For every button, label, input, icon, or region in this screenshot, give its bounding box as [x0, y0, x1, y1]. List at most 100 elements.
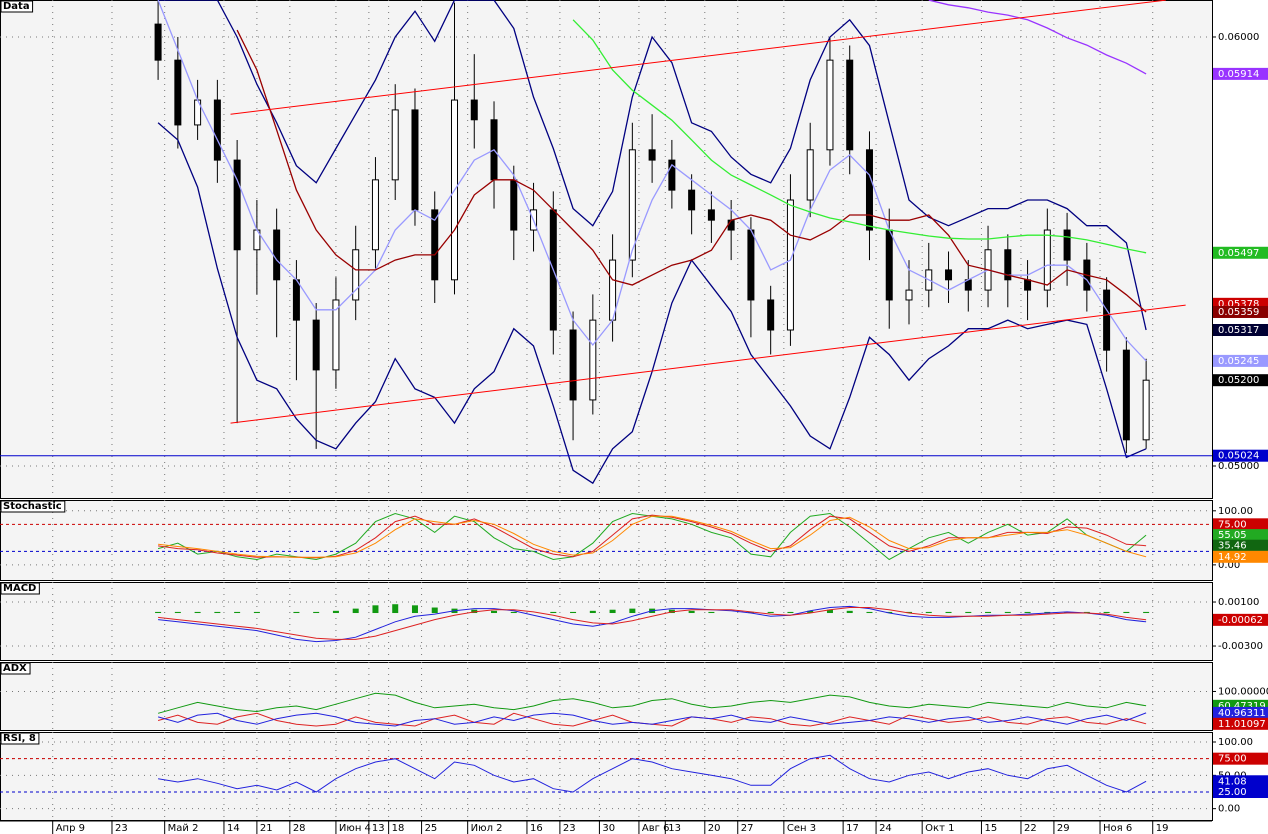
- panel-background: [0, 0, 1213, 499]
- candle-body: [648, 149, 656, 161]
- histogram-bar: [1083, 611, 1090, 614]
- x-tick-label: Июл 2: [471, 823, 503, 834]
- histogram-bar: [352, 608, 359, 614]
- histogram-bar: [392, 604, 399, 614]
- panel-title: RSI, 8: [3, 733, 36, 744]
- value-tag-label: 35.46: [1218, 541, 1247, 552]
- histogram-bar: [945, 611, 952, 614]
- value-tag-label: 60.47319: [1218, 701, 1266, 712]
- candle-body: [865, 149, 873, 231]
- candle-body: [945, 269, 953, 281]
- x-tick-label: Авг 6: [642, 823, 670, 834]
- candle-body: [470, 99, 478, 121]
- x-tick-label: Май 2: [168, 823, 199, 834]
- histogram-bar: [846, 610, 853, 614]
- panel-background: [0, 582, 1213, 661]
- x-tick-label: 18: [392, 823, 405, 834]
- indicator-line: [236, 29, 1147, 313]
- histogram-bar: [293, 611, 300, 614]
- x-tick-label: 17: [846, 823, 859, 834]
- x-tick-label: 25: [425, 823, 438, 834]
- value-tag-label: 0.05497: [1218, 248, 1259, 259]
- value-tag: [1213, 305, 1268, 318]
- value-tag: [1213, 752, 1268, 765]
- candle-body: [174, 59, 182, 126]
- histogram-bar: [609, 609, 616, 614]
- candle-body: [767, 299, 775, 331]
- histogram-bar: [174, 611, 181, 614]
- x-tick-label: Сен 3: [787, 823, 816, 834]
- x-tick-label: 13: [372, 823, 385, 834]
- candle-body: [154, 23, 162, 61]
- x-tick-label: Июн 4: [339, 823, 371, 834]
- candle-body: [233, 159, 241, 251]
- candle-body: [826, 59, 834, 151]
- indicator-line: [572, 19, 1147, 254]
- candle-body: [747, 229, 755, 301]
- value-tag-label: 0.05914: [1218, 69, 1259, 80]
- y-tick-label: 100.00000: [1218, 686, 1268, 697]
- histogram-bar: [807, 610, 814, 614]
- value-tag: [1213, 323, 1268, 336]
- value-tag-label: 0.05024: [1218, 451, 1259, 462]
- value-tag: [1213, 67, 1268, 80]
- histogram-bar: [688, 610, 695, 614]
- value-tag-label: 75.00: [1218, 519, 1247, 530]
- value-tag-label: 75.00: [1218, 754, 1247, 765]
- value-tag-label: 14.92: [1218, 552, 1247, 563]
- histogram-bar: [629, 608, 636, 614]
- histogram-bar: [570, 611, 577, 614]
- histogram-bar: [471, 609, 478, 614]
- value-tag: [1213, 539, 1268, 552]
- candle-body: [1063, 229, 1071, 261]
- histogram-bar: [708, 611, 715, 614]
- histogram-bar: [313, 611, 320, 614]
- candle-body: [1043, 229, 1051, 291]
- panel: [0, 662, 1212, 730]
- x-tick-label: 23: [115, 823, 128, 834]
- histogram-bar: [589, 610, 596, 614]
- candle-body: [510, 179, 518, 231]
- value-tag-label: -0.00062: [1218, 615, 1263, 626]
- panel-title-box: [0, 732, 40, 745]
- histogram-bar: [550, 611, 557, 614]
- value-tag-label: 0.05200: [1218, 375, 1259, 386]
- candle-body: [806, 149, 814, 201]
- histogram-bar: [1103, 611, 1110, 614]
- x-tick-label: 19: [1156, 823, 1169, 834]
- panel-background: [0, 732, 1213, 821]
- histogram-bar: [1123, 611, 1130, 614]
- x-tick-label: 22: [1024, 823, 1037, 834]
- candle-body: [628, 149, 636, 261]
- value-tag: [1213, 613, 1268, 626]
- panel-title-box: [0, 500, 66, 513]
- indicator-line: [157, 692, 1147, 714]
- value-tag: [1213, 449, 1268, 462]
- panel-title: MACD: [3, 583, 36, 594]
- y-tick-label: 0.06000: [1218, 32, 1259, 43]
- indicator-line: [158, 515, 1147, 558]
- indicator-line: [157, 0, 1147, 362]
- histogram-bar: [668, 609, 675, 614]
- candle-body: [668, 159, 676, 191]
- histogram-bar: [747, 611, 754, 614]
- panel-background: [0, 662, 1213, 731]
- panel-title: Data: [3, 1, 30, 12]
- value-tag-label: 0.05317: [1218, 325, 1259, 336]
- histogram-bar: [234, 611, 241, 614]
- indicator-line: [158, 605, 1147, 643]
- histogram-bar: [866, 611, 873, 614]
- value-tag-label: 41.08: [1218, 776, 1247, 787]
- candle-body: [589, 319, 597, 401]
- histogram-bar: [1024, 611, 1031, 614]
- value-tag-label: 25.00: [1218, 787, 1247, 798]
- histogram-bar: [253, 611, 260, 614]
- histogram-bar: [906, 611, 912, 614]
- x-tick-label: Ноя 6: [1103, 823, 1132, 834]
- x-tick-label: 27: [741, 823, 754, 834]
- candle-body: [1024, 279, 1032, 291]
- trend-line: [230, 0, 1166, 115]
- y-tick-label: 0.05000: [1218, 461, 1259, 472]
- panel-title: Stochastic: [3, 501, 62, 512]
